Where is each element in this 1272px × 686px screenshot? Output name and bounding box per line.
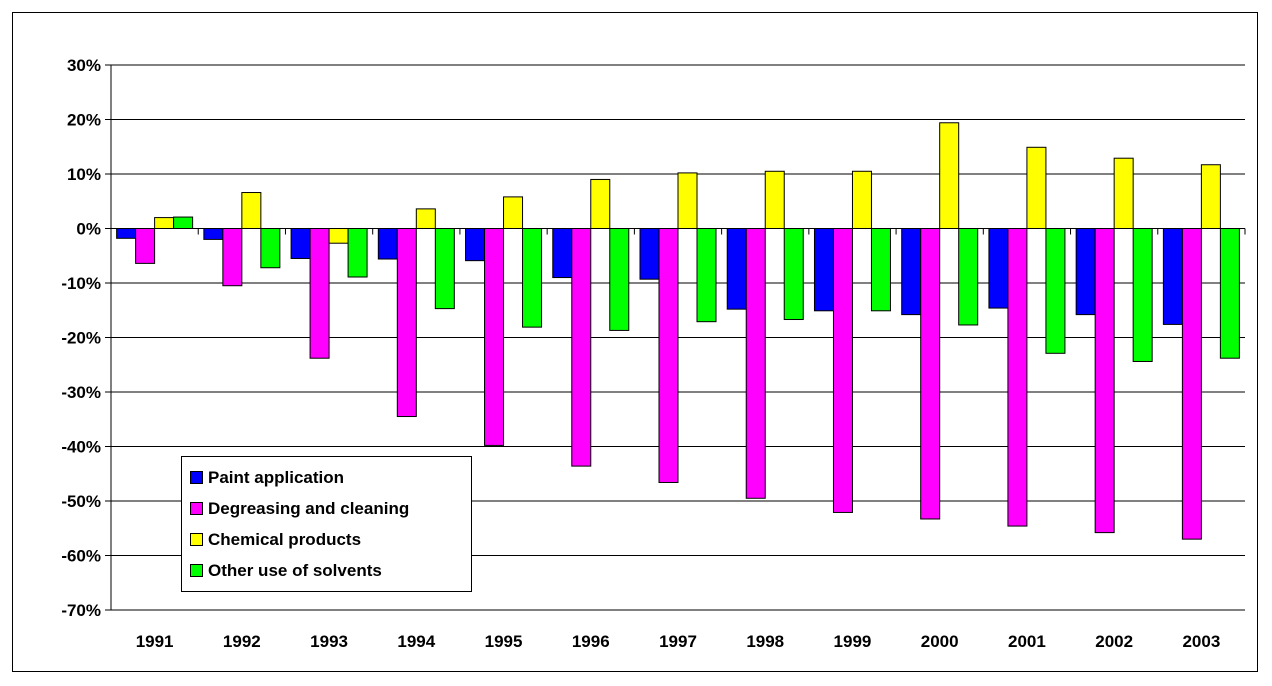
legend-swatch-chemical-products [190,533,203,546]
bar-other-use-of-solvents-2002 [1132,228,1153,362]
y-tick-label: 20% [67,111,101,130]
x-tick-label: 1993 [310,632,348,651]
x-tick-label: 1998 [746,632,784,651]
legend-swatch-other-use-of-solvents [190,564,203,577]
bar-chemical-products-1999 [851,170,872,229]
x-tick-label: 2002 [1095,632,1133,651]
legend-swatch-paint-application [190,471,203,484]
x-tick-label: 1997 [659,632,697,651]
bar-other-use-of-solvents-1993 [347,228,368,278]
legend-item-paint-application: Paint application [182,462,471,493]
bar-other-use-of-solvents-2003 [1219,228,1240,359]
bar-degreasing-and-cleaning-1999 [832,228,853,513]
bar-degreasing-and-cleaning-2001 [1007,228,1028,527]
bar-degreasing-and-cleaning-1995 [484,228,505,446]
bar-chemical-products-1993 [328,228,349,244]
y-tick-label: -30% [61,383,101,402]
x-tick-label: 1996 [572,632,610,651]
y-tick-label: -50% [61,492,101,511]
bar-paint-application-2001 [988,228,1009,309]
bar-paint-application-1991 [116,228,137,239]
y-tick-label: -60% [61,547,101,566]
bar-chart: -70% -60% -50% -40% -30% -20% -10% 0% 10% 20% 30% 1… [61,56,1246,651]
bar-other-use-of-solvents-1991 [173,216,194,229]
bar-chemical-products-1991 [154,217,175,230]
legend: Paint application Degreasing and cleanin… [181,456,472,592]
bar-other-use-of-solvents-1998 [783,228,804,321]
bar-paint-application-2002 [1075,228,1096,316]
legend-label-other-use-of-solvents: Other use of solvents [208,560,382,580]
bar-chemical-products-2002 [1113,157,1134,230]
bar-degreasing-and-cleaning-1997 [658,228,679,483]
y-tick-label: -40% [61,438,101,457]
x-tick-label: 1992 [223,632,261,651]
bar-other-use-of-solvents-1995 [522,228,543,328]
y-tick-label: -10% [61,274,101,293]
x-tick-label: 2003 [1182,632,1220,651]
legend-label-paint-application: Paint application [208,467,345,487]
x-tick-label: 2001 [1008,632,1046,651]
bar-chemical-products-1998 [764,170,785,229]
bar-chemical-products-1992 [241,192,262,229]
bar-chemical-products-1994 [415,208,436,230]
bar-chemical-products-2003 [1200,164,1221,229]
x-tick-label: 1999 [834,632,872,651]
bar-paint-application-1999 [813,228,834,312]
bar-degreasing-and-cleaning-1996 [571,228,592,467]
x-tick-label: 2000 [921,632,959,651]
bar-other-use-of-solvents-2001 [1045,228,1066,354]
legend-swatch-degreasing-and-cleaning [190,502,203,515]
legend-item-other-use-of-solvents: Other use of solvents [182,555,471,586]
bar-other-use-of-solvents-1994 [434,228,455,310]
legend-item-degreasing-and-cleaning: Degreasing and cleaning [182,493,471,524]
bar-other-use-of-solvents-1999 [870,228,891,312]
bar-paint-application-2003 [1162,228,1183,325]
bar-chemical-products-1995 [503,196,524,229]
y-tick-label: 0% [76,220,101,239]
bar-degreasing-and-cleaning-2000 [920,228,941,520]
x-tick-label: 1994 [397,632,435,651]
bar-paint-application-1998 [726,228,747,310]
bar-other-use-of-solvents-1996 [609,228,630,331]
chart-frame: -70% -60% -50% -40% -30% -20% -10% 0% 10% 20% 30% 1… [12,12,1258,672]
bar-paint-application-1992 [203,228,224,240]
y-tick-label: 10% [67,165,101,184]
bar-paint-application-1997 [639,228,660,280]
y-tick-label: 30% [67,56,101,75]
x-tick-label: 1995 [485,632,523,651]
bar-chemical-products-2000 [939,122,960,229]
legend-label-chemical-products: Chemical products [208,529,362,549]
bar-degreasing-and-cleaning-2003 [1181,228,1202,540]
bar-degreasing-and-cleaning-1992 [222,228,243,287]
legend-label-degreasing-and-cleaning: Degreasing and cleaning [208,498,410,518]
bar-chemical-products-1996 [590,178,611,229]
bar-degreasing-and-cleaning-1993 [309,228,330,359]
bar-paint-application-1994 [377,228,398,260]
bar-chemical-products-1997 [677,172,698,230]
bar-degreasing-and-cleaning-1998 [745,228,766,499]
bar-chemical-products-2001 [1026,146,1047,229]
bar-degreasing-and-cleaning-2002 [1094,228,1115,534]
bar-degreasing-and-cleaning-1991 [135,228,156,264]
bar-degreasing-and-cleaning-1994 [396,228,417,418]
bar-other-use-of-solvents-2000 [958,228,979,326]
y-tick-label: -20% [61,329,101,348]
bar-other-use-of-solvents-1997 [696,228,717,323]
bar-paint-application-1996 [552,228,573,279]
y-tick-label: -70% [61,601,101,620]
legend-item-chemical-products: Chemical products [182,524,471,555]
bar-paint-application-2000 [901,228,922,316]
x-tick-label: 1991 [136,632,174,651]
bar-other-use-of-solvents-1992 [260,228,281,269]
bar-paint-application-1995 [465,228,486,262]
bar-paint-application-1993 [290,228,311,259]
